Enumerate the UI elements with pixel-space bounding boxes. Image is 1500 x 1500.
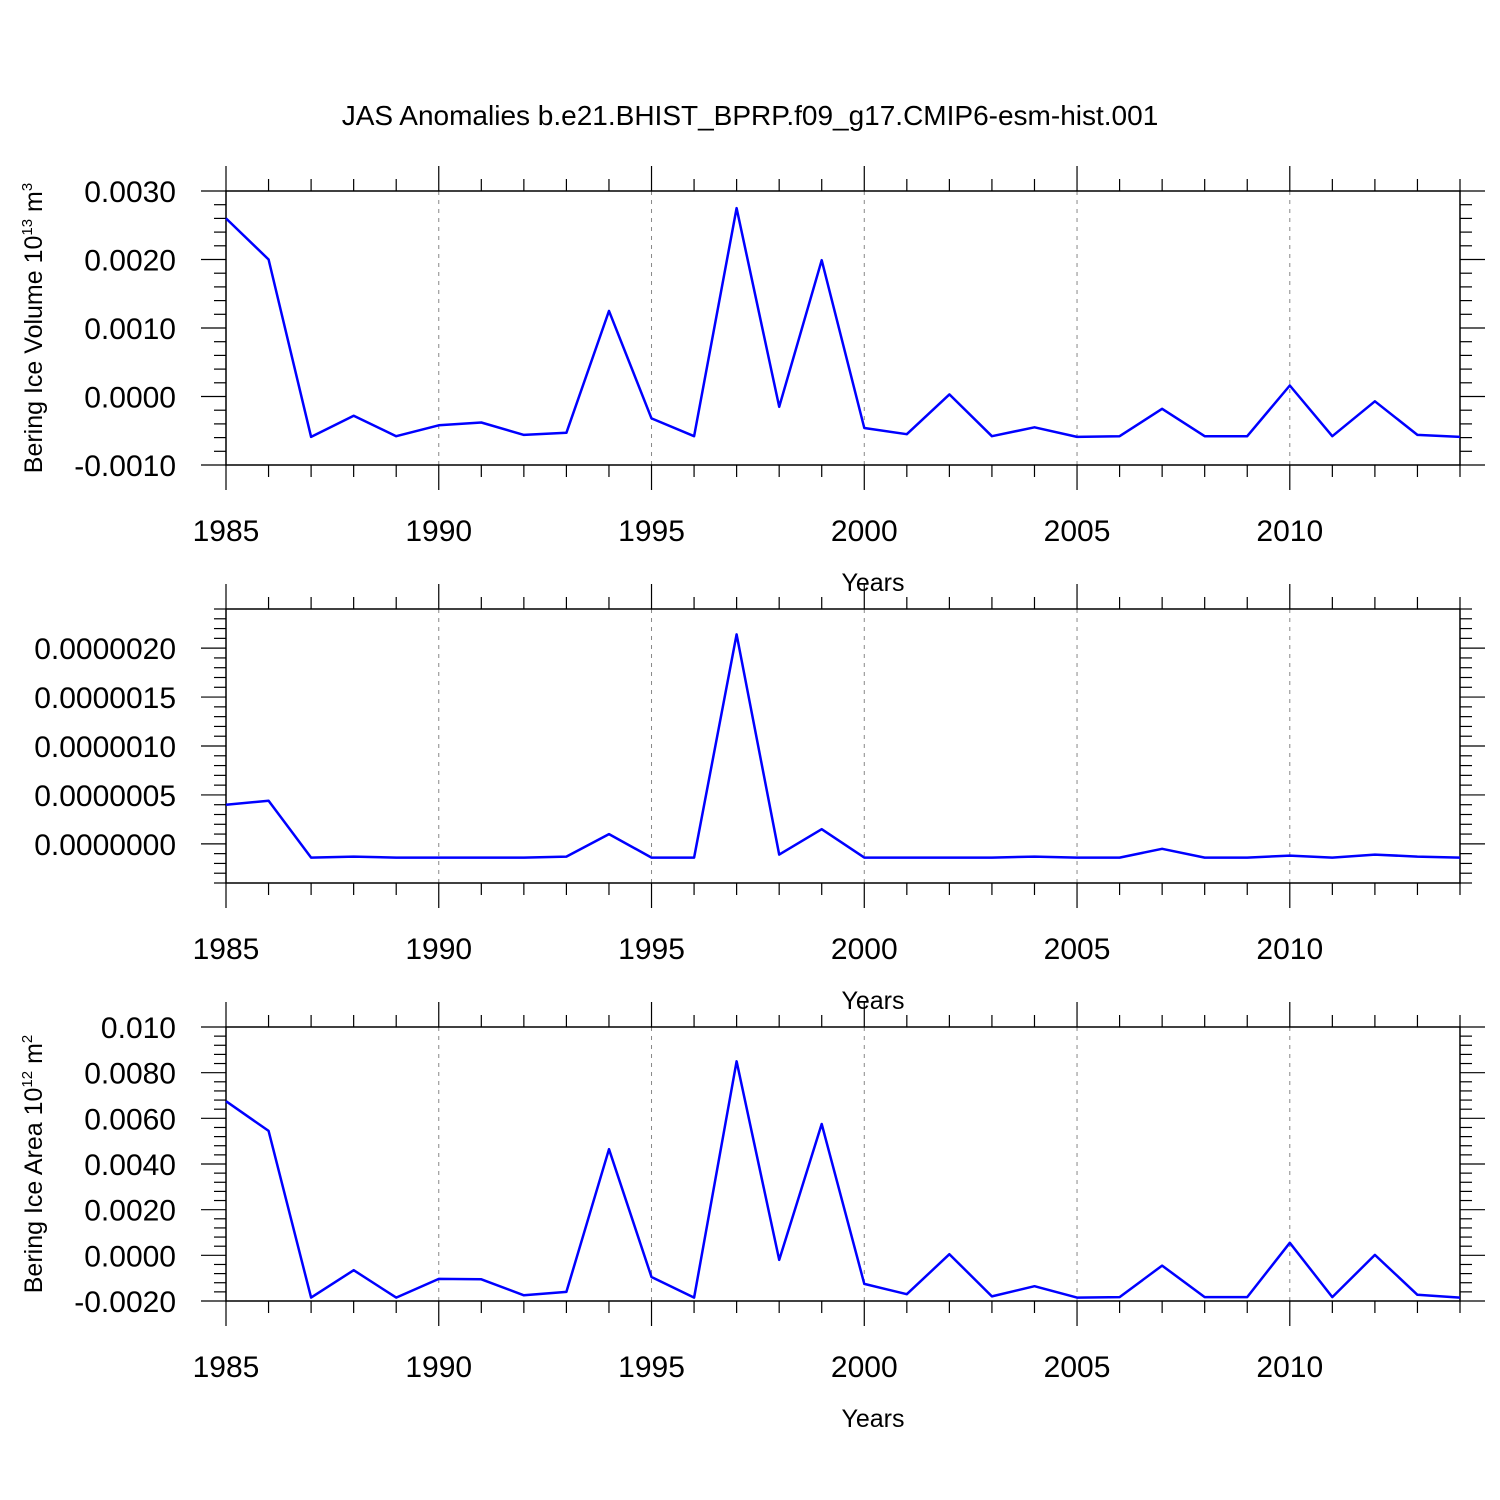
- x-tick-label: 2000: [831, 515, 898, 548]
- x-tick-label: 2000: [831, 933, 898, 966]
- y-tick-label: 0.0000: [84, 382, 176, 415]
- y-tick-label: 0.0020: [84, 245, 176, 278]
- y-tick-label: 0.0000: [84, 1240, 176, 1273]
- series-line: [225, 633, 1461, 859]
- y-tick-label: 0.0000000: [34, 829, 176, 862]
- y-tick-label: 0.0000005: [34, 780, 176, 813]
- panel-middle: 1985 1990 1995 2000 2005 2010 0.0000000 0.00000…: [34, 584, 1485, 1015]
- x-tick-label: 1990: [405, 933, 472, 966]
- x-tick-label: 2010: [1256, 1351, 1323, 1384]
- y-tick-label: 0.0000015: [34, 682, 176, 715]
- x-tick-label: 2005: [1044, 933, 1111, 966]
- y-tick-label: 0.0010: [84, 313, 176, 346]
- y-axis-label: Bering Ice Volume 1013 m3: [19, 183, 48, 473]
- chart-title: JAS Anomalies b.e21.BHIST_BPRP.f09_g17.C…: [341, 100, 1159, 131]
- x-tick-label: 1985: [193, 515, 260, 548]
- series-line: [225, 206, 1461, 439]
- x-tick-label: 1990: [405, 515, 472, 548]
- y-tick-label: -0.0020: [74, 1286, 176, 1319]
- x-tick-label: 2005: [1044, 515, 1111, 548]
- x-tick-label: 2000: [831, 1351, 898, 1384]
- x-tick-label: 1995: [618, 933, 685, 966]
- x-tick-label: 2010: [1256, 515, 1323, 548]
- x-tick-label: 1995: [618, 1351, 685, 1384]
- y-tick-label: 0.0000010: [34, 731, 176, 764]
- x-tick-label: 1985: [193, 933, 260, 966]
- y-tick-label: 0.010: [101, 1012, 176, 1045]
- plot-frame: [225, 190, 1461, 466]
- panel-ice-area: 1985 1990 1995 2000 2005 2010 -0.0020 0.0000 0.0…: [19, 1002, 1485, 1433]
- x-tick-label: 1990: [405, 1351, 472, 1384]
- y-tick-label: 0.0060: [84, 1103, 176, 1136]
- x-axis-label: Years: [841, 1405, 904, 1433]
- y-tick-label: 0.0040: [84, 1149, 176, 1182]
- y-tick-label: 0.0000020: [34, 633, 176, 666]
- x-tick-label: 2010: [1256, 933, 1323, 966]
- y-tick-label: 0.0020: [84, 1195, 176, 1228]
- series-line: [225, 1060, 1461, 1299]
- y-tick-label: 0.0030: [84, 176, 176, 209]
- y-tick-label: -0.0010: [74, 450, 176, 483]
- x-tick-label: 1995: [618, 515, 685, 548]
- y-axis-label: Bering Ice Area 1012 m2: [19, 1035, 48, 1294]
- x-axis-label: Years: [841, 569, 904, 597]
- x-tick-label: 1985: [193, 1351, 260, 1384]
- x-tick-label: 2005: [1044, 1351, 1111, 1384]
- panel-ice-volume: 1985 1990 1995 2000 2005 2010 -0.0010 0.0000 0.0…: [19, 166, 1485, 597]
- y-tick-label: 0.0080: [84, 1058, 176, 1091]
- x-axis-label: Years: [841, 987, 904, 1015]
